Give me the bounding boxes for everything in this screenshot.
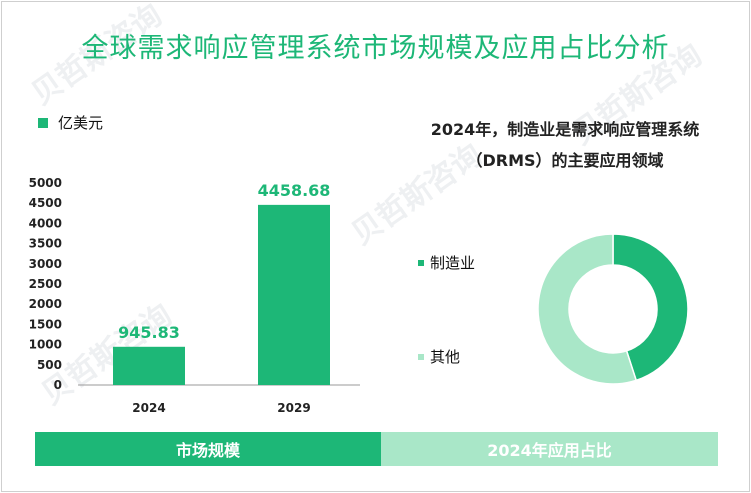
y-tick-label: 3500 [29,237,62,251]
donut-chart [537,233,689,385]
pie-title-line1: 2024年，制造业是需求响应管理系统 [430,120,700,139]
donut-slice-1 [537,233,638,385]
legend-swatch [38,117,48,128]
y-tick-label: 2000 [29,297,62,311]
y-tick-label: 1500 [29,317,62,331]
y-tick-label: 500 [37,358,62,372]
legend-dot [418,259,424,266]
bars: 945.83 2024 4458.68 2029 [113,181,330,415]
pie-title-line2: （DRMS）的主要应用领域 [466,151,664,170]
x-tick-label: 2029 [277,401,310,415]
bar-2024 [113,346,185,385]
y-axis: 0 500 1000 1500 2000 2500 3000 3500 4000 4500 5000 [29,176,62,392]
pie-legend-other: 其他 [418,346,460,367]
pie-legend-manufacturing: 制造业 [418,252,475,273]
pie-legend-label: 制造业 [430,254,476,272]
y-tick-label: 4500 [29,196,62,210]
donut-slices [537,233,689,385]
page-title: 全球需求响应管理系统市场规模及应用占比分析 [81,33,670,64]
bar-chart: 0 500 1000 1500 2000 2500 3000 3500 4000 4500 5000… [29,176,360,415]
legend-label: 亿美元 [58,114,104,132]
donut-slice-0 [612,233,689,382]
y-tick-label: 0 [54,378,62,392]
bar-legend: 亿美元 [38,112,103,133]
y-tick-label: 1000 [29,338,62,352]
y-tick-label: 5000 [29,176,62,190]
y-tick-label: 3000 [29,257,62,271]
tab-application-share[interactable]: 2024年应用占比 [381,432,718,466]
pie-legend-label: 其他 [430,348,461,366]
y-tick-label: 4000 [29,216,62,230]
bar-value-label: 4458.68 [258,181,331,200]
bar-2029 [258,204,330,385]
x-tick-label: 2024 [132,401,165,415]
bar-value-label: 945.83 [118,323,180,342]
legend-dot [418,353,424,360]
tab-market-size[interactable]: 市场规模 [35,432,381,466]
y-tick-label: 2500 [29,277,62,291]
